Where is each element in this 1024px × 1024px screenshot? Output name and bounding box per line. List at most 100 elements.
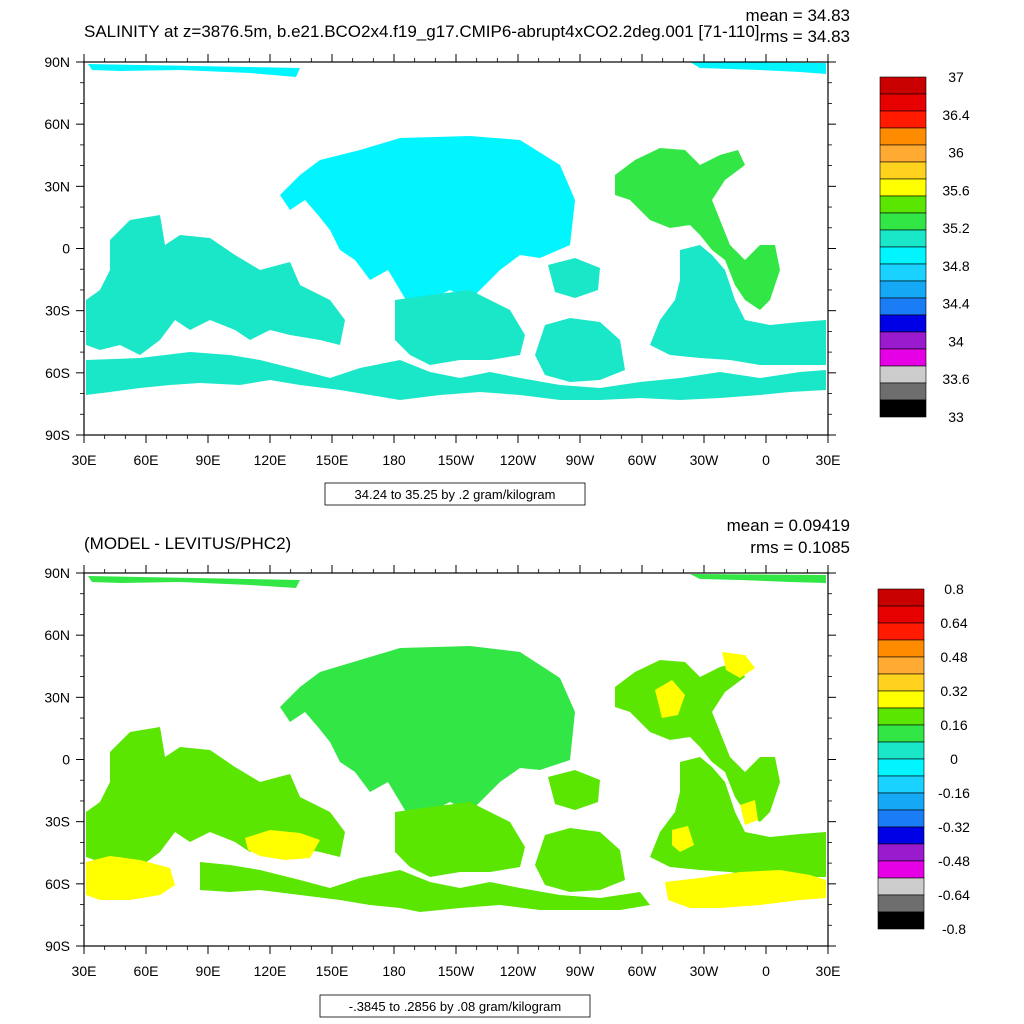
colorbar-box xyxy=(879,110,927,129)
info-box xyxy=(324,482,586,506)
colorbar-box xyxy=(877,877,925,896)
ocean-region-south-pacific xyxy=(395,290,525,365)
colorbar-box xyxy=(879,382,927,401)
colorbar-box xyxy=(877,792,925,811)
ocean-region-pacific xyxy=(280,646,575,822)
x-tick-label: 180 xyxy=(382,452,406,468)
colorbar-label: -0.8 xyxy=(942,921,966,937)
y-tick-label: 60S xyxy=(45,876,70,892)
colorbar-box xyxy=(877,622,925,641)
x-tick-label: 150E xyxy=(316,963,349,979)
rms-label: rms = 0.1085 xyxy=(750,538,850,557)
colorbar: 0.8 0.64 0.48 0.32 0.16 0 -0.16 -0.32 -0.48 -0.64… xyxy=(877,581,970,937)
positive-anomaly-south-atlantic xyxy=(672,826,694,852)
ocean-region-south-pacific xyxy=(395,802,525,877)
y-axis: 90N 60N 30N 0 30S 60S 90S xyxy=(44,54,836,443)
ocean-region-arctic xyxy=(88,576,300,588)
y-tick-label: 30S xyxy=(45,814,70,830)
colorbar-box xyxy=(879,178,927,197)
y-tick-label: 60N xyxy=(44,116,70,132)
panel-title: (MODEL - LEVITUS/PHC2) xyxy=(84,534,291,553)
colorbar-box xyxy=(877,911,925,930)
colorbar-label: 33.6 xyxy=(942,371,969,387)
ocean-region-atlantic xyxy=(615,148,780,310)
x-tick-label: 120W xyxy=(500,452,537,468)
panel-difference: (MODEL - LEVITUS/PHC2) mean = 0.09419 rm… xyxy=(44,516,970,1018)
positive-anomaly-north-atlantic xyxy=(655,680,685,718)
ocean-region-indian xyxy=(86,215,345,355)
info-box xyxy=(319,994,591,1018)
colorbar-box xyxy=(879,297,927,316)
colorbar-label: 33 xyxy=(948,409,964,425)
x-axis: 30E 60E 90E 120E 150E 180 150W 120W 90W 60W 30W 0 30… xyxy=(72,565,841,979)
x-tick-label: 150E xyxy=(316,452,349,468)
y-tick-label: 30S xyxy=(45,303,70,319)
x-tick-label: 60W xyxy=(628,963,658,979)
colorbar-box xyxy=(877,724,925,743)
colorbar-label: 0.64 xyxy=(940,615,967,631)
y-tick-label: 60S xyxy=(45,365,70,381)
colorbar-box xyxy=(877,673,925,692)
colorbar-box xyxy=(879,212,927,231)
colorbar-label: 35.2 xyxy=(942,220,969,236)
colorbar-box xyxy=(877,775,925,794)
ocean-region-arctic-east xyxy=(690,62,826,74)
colorbar-label: -0.32 xyxy=(938,819,970,835)
ocean-region-arctic-east xyxy=(690,574,826,583)
info-label: 34.24 to 35.25 by .2 gram/kilogram xyxy=(355,487,556,502)
positive-anomaly-indian xyxy=(245,830,320,860)
x-tick-label: 150W xyxy=(438,452,475,468)
y-tick-label: 0 xyxy=(62,752,70,768)
panel-salinity: SALINITY at z=3876.5m, b.e21.BCO2x4.f19_… xyxy=(44,6,970,506)
colorbar-box xyxy=(877,894,925,913)
x-tick-label: 120E xyxy=(254,963,287,979)
x-tick-label: 90E xyxy=(196,963,221,979)
colorbar-box xyxy=(879,229,927,248)
colorbar-box xyxy=(877,741,925,760)
colorbar-label: -0.64 xyxy=(938,887,970,903)
colorbar-label: 0 xyxy=(950,751,958,767)
colorbar-box xyxy=(877,588,925,607)
colorbar-label: -0.48 xyxy=(938,853,970,869)
colorbar-box xyxy=(877,826,925,845)
salinity-map xyxy=(86,62,826,400)
y-tick-label: 90N xyxy=(44,565,70,581)
x-tick-label: 30E xyxy=(816,452,841,468)
colorbar-box xyxy=(879,246,927,265)
colorbar-label: -0.16 xyxy=(938,785,970,801)
colorbar-box xyxy=(877,690,925,709)
colorbar-label: 0.32 xyxy=(940,683,967,699)
positive-anomaly-east-atlantic xyxy=(740,800,758,825)
colorbar-box xyxy=(879,314,927,333)
y-axis: 90N 60N 30N 0 30S 60S 90S xyxy=(44,565,836,954)
colorbar-box xyxy=(879,365,927,384)
colorbar-box xyxy=(879,93,927,112)
ocean-region-south-atlantic xyxy=(650,757,826,877)
colorbar-label: 0.8 xyxy=(944,581,964,597)
colorbar-box xyxy=(877,605,925,624)
colorbar-label: 34.4 xyxy=(942,296,969,312)
ocean-region-equatorial-east xyxy=(548,770,600,810)
x-tick-label: 60E xyxy=(134,963,159,979)
colorbar-box xyxy=(879,263,927,282)
colorbar-box xyxy=(879,144,927,163)
y-tick-label: 30N xyxy=(44,178,70,194)
y-tick-label: 60N xyxy=(44,627,70,643)
y-tick-label: 30N xyxy=(44,689,70,705)
panel-title: SALINITY at z=3876.5m, b.e21.BCO2x4.f19_… xyxy=(84,22,760,41)
colorbar-box xyxy=(877,860,925,879)
x-tick-label: 180 xyxy=(382,963,406,979)
x-axis: 30E 60E 90E 120E 150E 180 150W 120W 90W 60W 30W 0 30… xyxy=(72,54,841,468)
y-tick-label: 90N xyxy=(44,54,70,70)
colorbar-label: 34.8 xyxy=(942,258,969,274)
ocean-region-southern-ocean xyxy=(86,352,826,400)
ocean-region-atlantic xyxy=(615,660,780,822)
colorbar-box xyxy=(879,331,927,350)
colorbar-box xyxy=(879,76,927,95)
rms-label: rms = 34.83 xyxy=(760,27,850,46)
y-tick-label: 90S xyxy=(45,427,70,443)
x-tick-label: 30E xyxy=(816,963,841,979)
x-tick-label: 150W xyxy=(438,963,475,979)
positive-anomaly-northeast-atlantic xyxy=(722,652,755,678)
